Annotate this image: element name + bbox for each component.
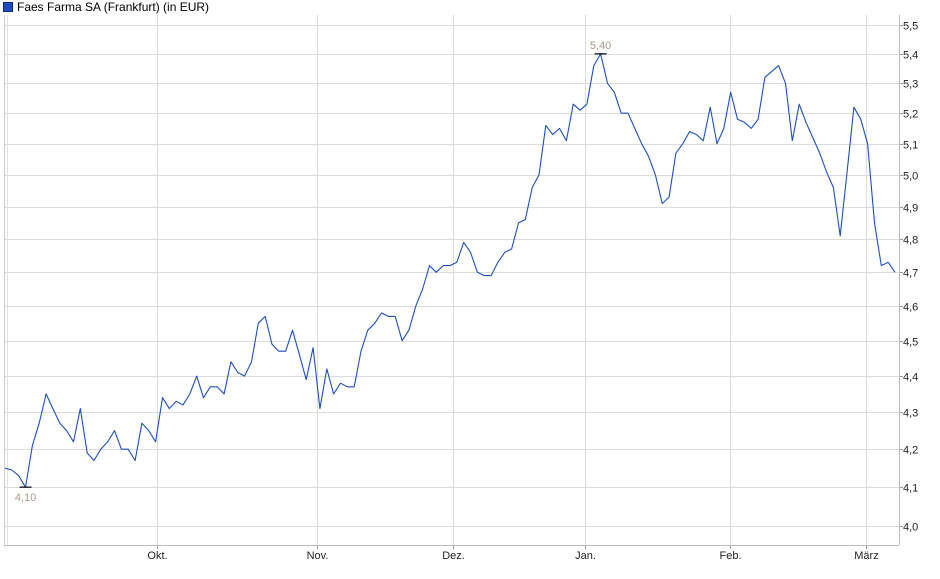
y-tick-label: 5,2 xyxy=(903,109,918,121)
y-tick-label: 5,5 xyxy=(903,21,918,33)
x-tick-label: Feb. xyxy=(719,550,741,562)
x-tick-label: Okt. xyxy=(147,550,167,562)
y-tick-label: 4,3 xyxy=(903,408,918,420)
y-tick-label: 5,4 xyxy=(903,50,918,62)
y-tick-label: 4,5 xyxy=(903,337,918,349)
plot-area xyxy=(4,15,899,545)
legend: Faes Farma SA (Frankfurt) (in EUR) xyxy=(3,0,209,14)
high-label: 5,40 xyxy=(590,40,611,52)
y-tick-label: 4,4 xyxy=(903,372,918,384)
y-tick-label: 4,1 xyxy=(903,483,918,495)
y-tick-label: 4,2 xyxy=(903,445,918,457)
x-tick-label: Dez. xyxy=(442,550,465,562)
y-tick-label: 4,0 xyxy=(903,522,918,534)
y-tick-label: 4,7 xyxy=(903,268,918,280)
y-tick-label: 4,9 xyxy=(903,203,918,215)
y-tick-label: 4,6 xyxy=(903,302,918,314)
low-label: 4,10 xyxy=(15,492,36,504)
y-tick-label: 5,1 xyxy=(903,140,918,152)
x-tick-label: Nov. xyxy=(307,550,329,562)
x-tick-label: Jan. xyxy=(575,550,596,562)
legend-swatch xyxy=(3,2,13,12)
y-tick-label: 5,3 xyxy=(903,79,918,91)
legend-label: Faes Farma SA (Frankfurt) (in EUR) xyxy=(17,0,210,14)
x-tick-label: März xyxy=(854,550,878,562)
y-tick-label: 5,0 xyxy=(903,171,918,183)
y-tick-label: 4,8 xyxy=(903,235,918,247)
